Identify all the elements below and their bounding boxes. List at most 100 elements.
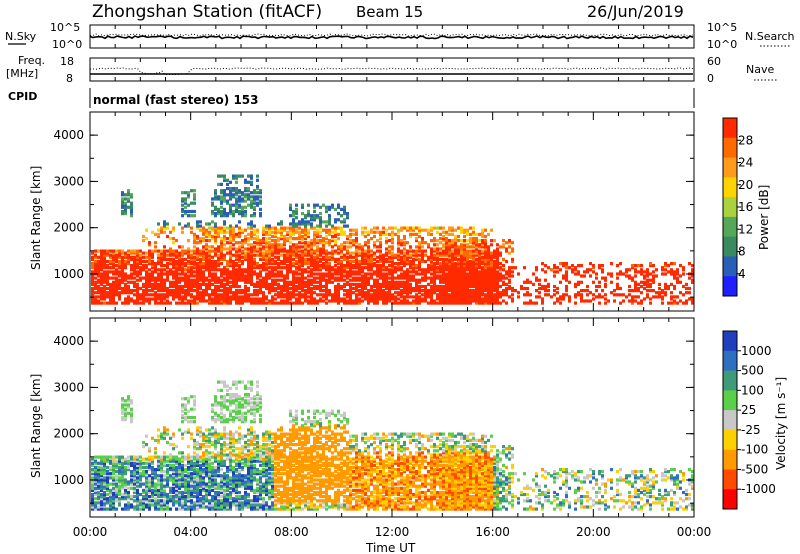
power-cell bbox=[280, 237, 283, 241]
power-cell bbox=[196, 284, 199, 289]
power-cell bbox=[133, 266, 136, 270]
power-cell bbox=[247, 247, 250, 251]
power-cell bbox=[445, 286, 448, 291]
power-cell bbox=[376, 293, 379, 297]
power-cell bbox=[154, 278, 157, 282]
power-cell bbox=[106, 253, 109, 257]
power-cell bbox=[463, 284, 466, 289]
velocity-cell bbox=[124, 415, 127, 420]
power-cell bbox=[352, 243, 355, 247]
power-cell bbox=[250, 214, 253, 218]
power-cell bbox=[460, 255, 463, 259]
power-cell bbox=[187, 214, 190, 218]
power-cell bbox=[364, 249, 367, 253]
power-cell bbox=[409, 226, 412, 230]
power-cell bbox=[268, 274, 271, 278]
power-cell bbox=[508, 284, 511, 289]
power-cell bbox=[217, 234, 220, 239]
power-cell bbox=[262, 247, 265, 251]
power-cell bbox=[160, 286, 163, 291]
power-cell bbox=[208, 272, 211, 276]
power-cell bbox=[448, 280, 451, 284]
power-cell bbox=[424, 241, 427, 245]
power-cell bbox=[130, 297, 133, 301]
power-cell bbox=[229, 286, 232, 291]
velocity-cell bbox=[136, 501, 139, 505]
power-cell bbox=[400, 284, 403, 289]
power-cell bbox=[682, 266, 685, 270]
power-cell bbox=[349, 232, 352, 236]
velocity-cell bbox=[163, 432, 166, 436]
velocity-cell bbox=[160, 486, 163, 490]
power-cell bbox=[397, 253, 400, 257]
power-cell bbox=[313, 226, 316, 230]
power-cell bbox=[487, 282, 490, 286]
power-cell bbox=[436, 259, 439, 264]
power-cell bbox=[409, 266, 412, 270]
power-cell bbox=[415, 249, 418, 253]
power-cell bbox=[259, 280, 262, 284]
power-cell bbox=[403, 257, 406, 261]
velocity-cell bbox=[157, 492, 160, 497]
power-cell bbox=[280, 232, 283, 236]
power-cell bbox=[469, 262, 472, 266]
power-cell bbox=[460, 230, 463, 234]
power-cell bbox=[124, 205, 127, 209]
power-cell bbox=[397, 249, 400, 253]
power-cell bbox=[682, 268, 685, 272]
power-cell bbox=[265, 251, 268, 255]
power-cell bbox=[220, 282, 223, 286]
power-cell bbox=[469, 239, 472, 243]
power-cell bbox=[415, 232, 418, 236]
power-cell bbox=[433, 276, 436, 280]
power-cell bbox=[673, 276, 676, 280]
power-cell bbox=[337, 276, 340, 280]
power-cell bbox=[292, 228, 295, 232]
power-cell bbox=[181, 245, 184, 249]
power-cell bbox=[394, 286, 397, 291]
power-cell bbox=[487, 259, 490, 264]
power-cell bbox=[451, 262, 454, 266]
power-cell bbox=[481, 257, 484, 261]
power-cell bbox=[136, 270, 139, 274]
power-cell bbox=[490, 299, 493, 303]
power-cell bbox=[484, 278, 487, 282]
power-cell bbox=[313, 243, 316, 247]
power-cell bbox=[97, 295, 100, 299]
power-cell bbox=[661, 266, 664, 270]
power-cell bbox=[166, 249, 169, 253]
power-cell bbox=[367, 276, 370, 280]
velocity-cell bbox=[148, 482, 151, 486]
power-cell bbox=[448, 245, 451, 249]
power-cell bbox=[283, 301, 286, 305]
power-cell bbox=[175, 268, 178, 272]
power-cell bbox=[649, 262, 652, 266]
power-cell bbox=[445, 289, 448, 293]
power-cell bbox=[223, 193, 226, 197]
power-cell bbox=[319, 264, 322, 268]
power-cell bbox=[214, 191, 217, 195]
power-cell bbox=[463, 230, 466, 234]
power-cell bbox=[223, 253, 226, 257]
power-cell bbox=[364, 241, 367, 245]
power-cell bbox=[247, 237, 250, 241]
power-cell bbox=[349, 295, 352, 299]
velocity-cell bbox=[178, 501, 181, 505]
power-cell bbox=[277, 264, 280, 268]
power-cell bbox=[115, 249, 118, 253]
power-cell bbox=[100, 253, 103, 257]
velocity-cell bbox=[127, 468, 130, 472]
velocity-cell bbox=[178, 459, 181, 463]
velocity-cell bbox=[163, 486, 166, 490]
power-cell bbox=[343, 270, 346, 274]
power-cell bbox=[592, 280, 595, 284]
power-cell bbox=[454, 301, 457, 305]
power-cell bbox=[415, 264, 418, 268]
power-cell bbox=[460, 228, 463, 232]
power-cell bbox=[298, 284, 301, 289]
power-cell bbox=[688, 276, 691, 280]
power-cell bbox=[469, 232, 472, 236]
power-cell bbox=[340, 247, 343, 251]
power-cell bbox=[298, 286, 301, 291]
